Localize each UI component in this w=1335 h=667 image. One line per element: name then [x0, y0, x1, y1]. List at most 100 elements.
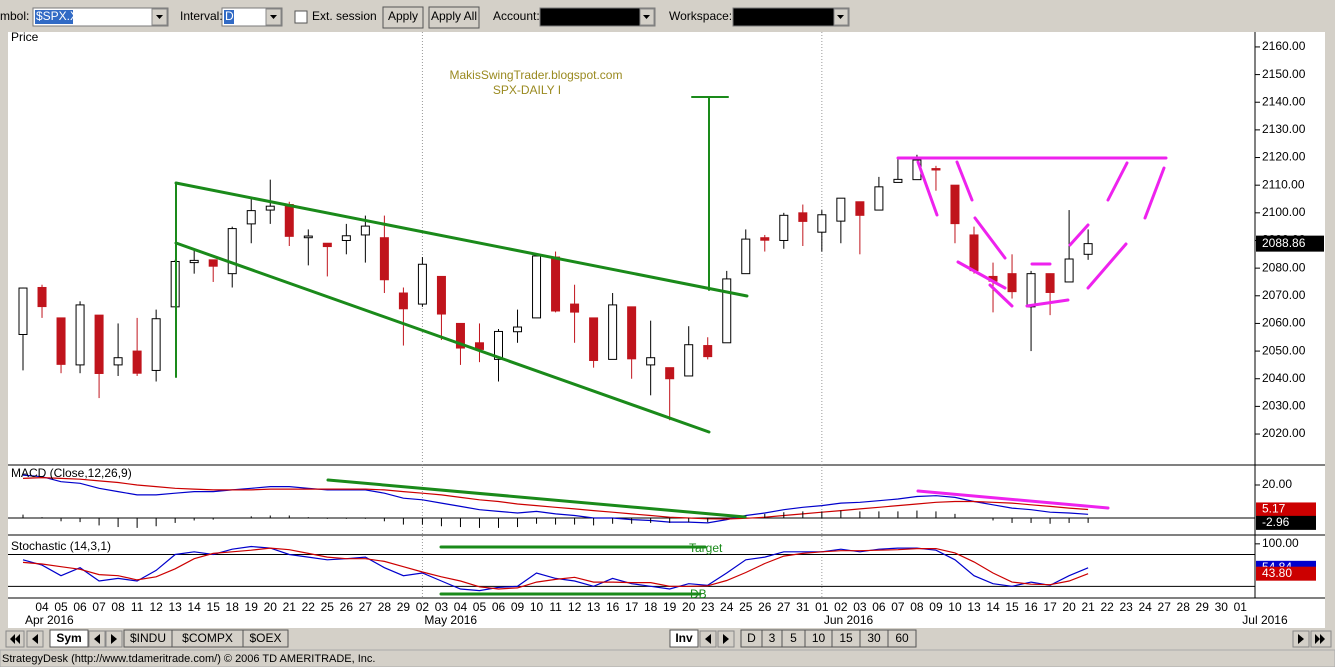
indicator-line: [22, 547, 1089, 590]
candle-body: [836, 197, 846, 222]
candle-body: [779, 214, 789, 241]
account-select[interactable]: [539, 7, 656, 27]
x-tick-label: 11: [131, 600, 144, 614]
x-tick-label: 06: [492, 600, 506, 614]
tabs-layer: Sym $INDU $COMPX $OEX Inv D 3 5 10 15 30 60: [49, 629, 917, 648]
x-tick-label: 02: [834, 600, 848, 614]
account-label: Account:: [493, 9, 540, 23]
x-tick-label: 23: [1119, 600, 1133, 614]
candle-body: [341, 235, 351, 241]
candle-body: [532, 255, 542, 319]
candle-body: [1083, 243, 1093, 255]
y-tick-label: 2020.00: [1262, 426, 1306, 440]
x-tick-label: 18: [644, 600, 658, 614]
apply-button[interactable]: [382, 6, 424, 29]
x-tick-label: 07: [891, 600, 905, 614]
candle-body: [570, 303, 580, 313]
x-tick-label: 22: [302, 600, 316, 614]
status-text: StrategyDesk (http://www.tdameritrade.co…: [2, 653, 375, 665]
annotation: DB: [690, 587, 707, 601]
x-tick-label: 02: [416, 600, 430, 614]
apply-all-label: Apply All: [431, 9, 477, 23]
x-tick-label: 05: [54, 600, 68, 614]
candle-body: [151, 318, 161, 371]
candle-body: [608, 304, 618, 360]
candle-body: [931, 168, 941, 171]
pattern-line: [1143, 166, 1166, 220]
x-tick-label: 21: [283, 600, 297, 614]
month-label: Jun 2016: [824, 613, 874, 627]
macd-panel-title: MACD (Close,12,26,9): [11, 466, 132, 480]
x-tick-label: 12: [149, 600, 163, 614]
right-scrollbar[interactable]: [1325, 32, 1335, 628]
nav-icon: [1298, 634, 1304, 644]
apply-label: Apply: [388, 9, 418, 23]
last-value-box: [1256, 515, 1316, 530]
x-tick-label: 03: [853, 600, 867, 614]
candle-body: [265, 205, 275, 211]
nav-buttons: [5, 630, 1332, 648]
y-tick-label: 20.00: [1262, 477, 1292, 491]
x-tick-label: 04: [454, 600, 468, 614]
y-tick-label: 2080.00: [1262, 260, 1306, 274]
x-tick-label: 25: [739, 600, 753, 614]
interval-value: D: [225, 9, 234, 23]
candle-body: [874, 186, 884, 211]
x-tick-label: 27: [777, 600, 791, 614]
candle-body: [969, 234, 979, 272]
nav-icon: [32, 634, 38, 644]
pattern-line: [1106, 161, 1129, 202]
x-tick-label: 13: [587, 600, 601, 614]
y-tick-label: 2100.00: [1262, 205, 1306, 219]
inv-button[interactable]: [669, 629, 699, 648]
interval-tab[interactable]: [887, 629, 917, 648]
ext-session-checkbox[interactable]: [294, 10, 308, 24]
x-tick-label: 09: [929, 600, 943, 614]
x-tick-label: 06: [73, 600, 87, 614]
trendlines: [174, 96, 1168, 596]
x-tick-label: 27: [359, 600, 373, 614]
candle-body: [1026, 273, 1036, 308]
x-tick-label: 08: [111, 600, 125, 614]
divergence-line: [916, 489, 1110, 510]
symbol-tab[interactable]: [49, 629, 89, 648]
y-tick-label: 2040.00: [1262, 371, 1306, 385]
candle-body: [189, 259, 199, 264]
candle-body: [246, 210, 256, 225]
x-tick-label: 17: [1043, 600, 1057, 614]
pattern-line: [916, 160, 939, 217]
pattern-line: [1025, 298, 1070, 308]
candle-body: [284, 204, 294, 237]
x-tick-label: 07: [92, 600, 106, 614]
status-bar: [0, 649, 1335, 667]
y-tick-label: 2130.00: [1262, 122, 1306, 136]
candle-body: [113, 357, 123, 366]
y-tick-label: 2110.00: [1262, 177, 1305, 191]
x-tick-label: 11: [549, 600, 562, 614]
x-tick-label: 21: [1081, 600, 1095, 614]
candle-body: [94, 314, 104, 374]
candle-body: [1045, 273, 1055, 293]
candle-body: [741, 238, 751, 275]
x-tick-label: 19: [245, 600, 259, 614]
nav-icon: [94, 634, 100, 644]
symbol-tab[interactable]: [242, 629, 289, 648]
candle-body: [950, 184, 960, 225]
workspace-select[interactable]: [732, 7, 850, 27]
watermark: MakisSwingTrader.blogspot.com: [450, 68, 623, 82]
x-tick-label: 09: [511, 600, 525, 614]
interval-tab-label: 30: [867, 631, 881, 645]
price-panel-title: Price: [11, 30, 39, 44]
apply-all-button[interactable]: [428, 6, 480, 29]
candle-body: [360, 225, 370, 236]
x-tick-label: 10: [530, 600, 544, 614]
x-tick-label: 28: [1177, 600, 1191, 614]
stochastic-panel-title: Stochastic (14,3,1): [11, 539, 111, 553]
inv-label: Inv: [675, 631, 693, 645]
last-value-label: -2.96: [1262, 515, 1290, 529]
symbol-tab-label: Sym: [56, 631, 81, 645]
interval-selection: [224, 10, 234, 24]
